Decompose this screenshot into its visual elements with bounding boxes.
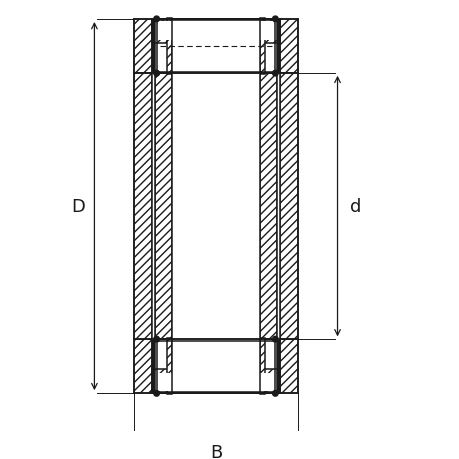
Polygon shape: [151, 74, 155, 340]
Polygon shape: [260, 19, 264, 75]
Circle shape: [153, 17, 159, 22]
Polygon shape: [280, 340, 297, 393]
Circle shape: [272, 71, 278, 77]
Circle shape: [153, 336, 159, 342]
Polygon shape: [155, 74, 171, 340]
Polygon shape: [167, 19, 171, 75]
Polygon shape: [280, 20, 297, 74]
Polygon shape: [134, 20, 151, 74]
Polygon shape: [167, 338, 171, 394]
Polygon shape: [276, 74, 280, 340]
Polygon shape: [151, 369, 280, 393]
Polygon shape: [171, 20, 260, 393]
Polygon shape: [134, 74, 151, 340]
Polygon shape: [155, 373, 276, 391]
Circle shape: [272, 17, 278, 22]
Polygon shape: [151, 20, 280, 44]
Text: B: B: [209, 443, 222, 459]
Text: d: d: [349, 198, 360, 216]
Circle shape: [272, 391, 278, 396]
Circle shape: [153, 71, 159, 77]
Polygon shape: [260, 74, 276, 340]
Polygon shape: [155, 22, 276, 40]
Polygon shape: [260, 338, 264, 394]
Circle shape: [272, 336, 278, 342]
Text: D: D: [71, 198, 85, 216]
Polygon shape: [134, 340, 151, 393]
Circle shape: [153, 391, 159, 396]
Polygon shape: [280, 74, 297, 340]
